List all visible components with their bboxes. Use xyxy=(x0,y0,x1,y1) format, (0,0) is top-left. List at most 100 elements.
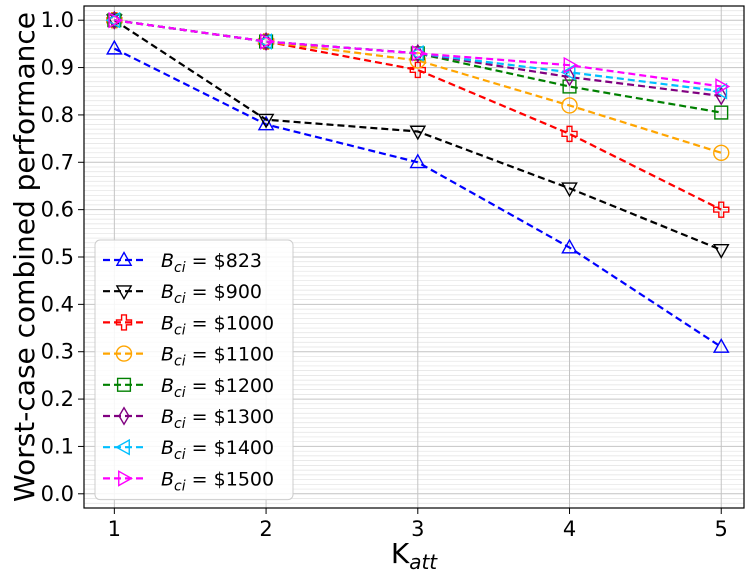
legend-label: Bci = $1200 xyxy=(161,375,274,401)
legend-label: Bci = $900 xyxy=(161,281,262,307)
x-axis-label-main: K xyxy=(391,537,410,570)
data-point-marker xyxy=(715,78,731,95)
data-point-marker xyxy=(714,105,729,120)
legend-label-base: B xyxy=(161,437,174,459)
data-point-marker xyxy=(563,56,579,74)
legend-label-value: = $1100 xyxy=(186,344,274,366)
legend-item: Bci = $823 xyxy=(103,250,262,276)
legend-label-sub: ci xyxy=(174,354,186,370)
y-tick-label: 1.0 xyxy=(41,8,74,32)
legend-marker xyxy=(115,251,133,266)
legend-label-value: = $823 xyxy=(186,250,262,272)
data-point-marker xyxy=(409,52,426,69)
y-tick-label: 0.5 xyxy=(41,245,74,269)
data-point-marker xyxy=(106,39,123,55)
legend-label-base: B xyxy=(161,406,174,428)
legend-item: Bci = $1100 xyxy=(103,344,274,370)
data-point-marker xyxy=(561,97,578,114)
legend-box xyxy=(94,239,294,501)
legend-marker xyxy=(115,345,133,362)
legend-marker xyxy=(115,438,130,456)
legend-marker xyxy=(115,285,133,301)
legend-label-sub: ci xyxy=(174,416,186,432)
legend-item: Bci = $1400 xyxy=(103,437,274,463)
series-1 xyxy=(106,39,730,353)
data-point-marker xyxy=(713,144,730,162)
legend-label-sub: ci xyxy=(174,322,186,338)
data-point-marker xyxy=(712,82,728,100)
data-point-marker xyxy=(561,182,578,198)
legend-label-base: B xyxy=(161,468,174,490)
legend-label-sub: ci xyxy=(174,291,186,307)
data-point-marker xyxy=(257,113,275,129)
data-point-marker xyxy=(560,63,576,81)
legend-label-value: = $1200 xyxy=(186,375,274,397)
legend-marker xyxy=(118,406,130,426)
legend-marker xyxy=(116,377,132,392)
series-line xyxy=(113,47,722,348)
legend-label-sub: ci xyxy=(174,385,186,401)
series-8 xyxy=(108,11,731,95)
legend-label-value: = $900 xyxy=(186,281,262,303)
data-point-marker xyxy=(108,11,124,29)
legend-item: Bci = $1200 xyxy=(103,375,274,401)
legend-marker xyxy=(118,470,133,487)
x-axis-label-sub: att xyxy=(409,550,438,571)
data-point-marker xyxy=(713,201,730,218)
legend-label: Bci = $1300 xyxy=(161,406,274,432)
legend-label-sub: ci xyxy=(174,447,186,463)
x-tick-label: 1 xyxy=(108,517,121,541)
series-line xyxy=(114,19,722,88)
legend-label: Bci = $1100 xyxy=(161,344,274,370)
legend-label-value: = $1400 xyxy=(186,437,274,459)
axes-layer: 0.0 0.1 0.2 0.3 0.4 0.5 0.6 0.7 0.8 0.9 1.0 1 2 3 4 5 xyxy=(41,8,728,541)
data-point-marker xyxy=(409,125,427,141)
data-point-marker xyxy=(562,79,577,94)
legend-label-value: = $1000 xyxy=(186,312,274,334)
y-tick-label: 0.0 xyxy=(41,482,74,506)
legend-label-base: B xyxy=(161,281,174,303)
y-tick-label: 0.1 xyxy=(41,434,74,458)
legend-label: Bci = $1400 xyxy=(161,437,274,463)
data-point-marker xyxy=(257,115,275,131)
legend-label-value: = $1500 xyxy=(186,468,274,490)
legend-label: Bci = $823 xyxy=(161,250,262,276)
legend-item: Bci = $1300 xyxy=(103,406,274,432)
y-tick-label: 0.6 xyxy=(41,198,74,222)
x-tick-label: 5 xyxy=(715,517,728,541)
legend-label-value: = $1300 xyxy=(186,406,274,428)
legend-label-base: B xyxy=(161,250,174,272)
series-layer xyxy=(105,10,731,353)
y-tick-label: 0.9 xyxy=(41,56,74,80)
legend-label: Bci = $1500 xyxy=(161,468,274,494)
data-point-marker xyxy=(409,153,427,169)
x-axis-label: Katt xyxy=(391,537,438,571)
legend-label-base: B xyxy=(161,375,174,397)
legend-label-sub: ci xyxy=(174,260,186,276)
series-line xyxy=(113,19,722,251)
legend-item: Bci = $1500 xyxy=(103,468,274,494)
data-point-marker xyxy=(561,125,578,143)
data-point-marker xyxy=(411,45,427,62)
legend-item: Bci = $1000 xyxy=(103,312,274,338)
y-tick-label: 0.7 xyxy=(41,150,74,174)
y-axis-label: Worst-case combined performance xyxy=(8,12,41,502)
data-point-marker xyxy=(561,238,578,254)
legend-label-sub: ci xyxy=(174,478,186,494)
legend-label-base: B xyxy=(161,344,174,366)
data-point-marker xyxy=(712,243,730,259)
y-tick-label: 0.8 xyxy=(41,103,74,127)
legend-label-base: B xyxy=(161,312,174,334)
x-tick-label: 2 xyxy=(259,517,272,541)
x-tick-label: 4 xyxy=(563,517,576,541)
legend-marker xyxy=(115,314,133,331)
y-tick-label: 0.2 xyxy=(41,387,74,411)
y-tick-label: 0.3 xyxy=(41,340,74,364)
data-point-marker xyxy=(712,338,730,353)
legend-label: Bci = $1000 xyxy=(161,312,274,338)
legend-item: Bci = $900 xyxy=(103,281,262,307)
x-tick-label: 3 xyxy=(411,517,424,541)
